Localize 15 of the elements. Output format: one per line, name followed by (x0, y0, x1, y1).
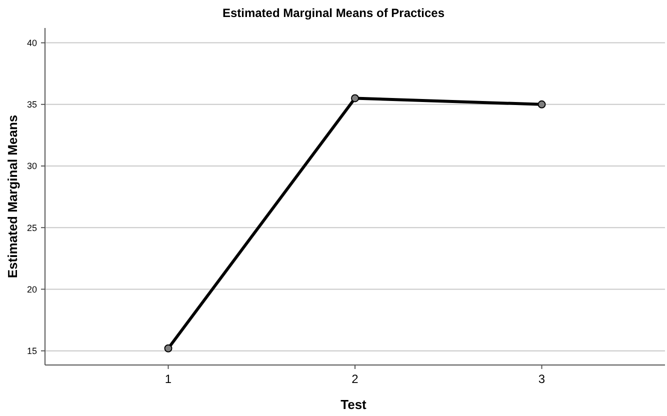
y-tick-label: 35 (26, 100, 37, 110)
x-tick-label: 1 (164, 372, 172, 386)
y-tick-label: 40 (26, 38, 37, 48)
point (538, 100, 546, 108)
point (351, 94, 359, 102)
y-tick-label: 30 (26, 161, 37, 172)
point (164, 344, 172, 352)
x-tick-label: 3 (538, 372, 546, 386)
chart-title: Estimated Marginal Means of Practices (222, 6, 445, 20)
x-axis-title: Test (340, 397, 368, 412)
y-tick-label: 25 (26, 222, 37, 233)
x-tick-label: 2 (352, 372, 359, 386)
y-tick-label: 20 (26, 284, 37, 294)
y-tick-label: 15 (26, 346, 37, 356)
y-axis-title: Estimated Marginal Means (5, 114, 20, 278)
